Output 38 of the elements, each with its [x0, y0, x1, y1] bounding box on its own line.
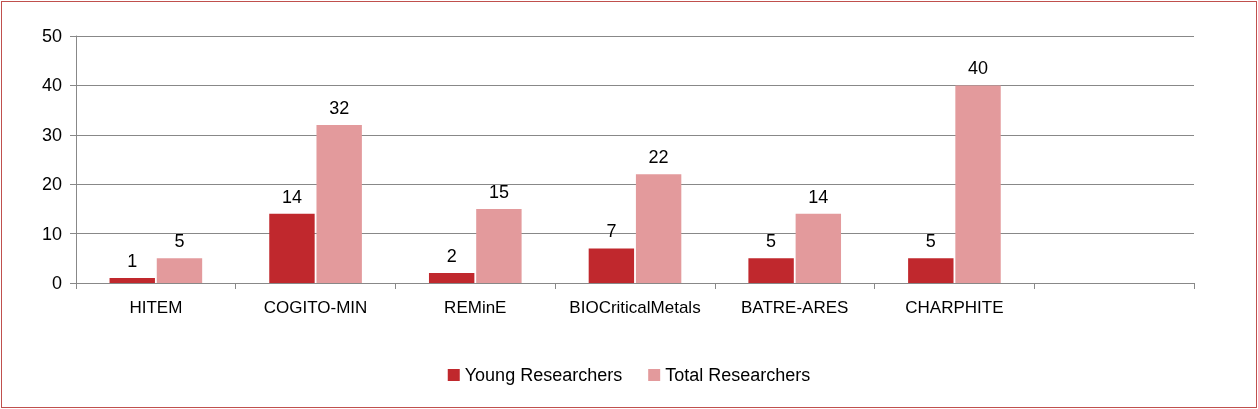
- x-tick-label: BATRE-ARES: [741, 298, 849, 317]
- data-label: 22: [648, 147, 669, 168]
- y-tick-label: 0: [51, 273, 62, 293]
- bar: [748, 258, 794, 283]
- data-label: 5: [925, 231, 936, 252]
- bar: [428, 273, 475, 283]
- y-tick-label: 30: [41, 124, 62, 145]
- bar: [269, 213, 315, 283]
- data-label: 5: [174, 231, 185, 252]
- y-tick-label: 50: [41, 26, 62, 46]
- data-label: 2: [446, 246, 457, 267]
- data-label: 14: [281, 186, 302, 207]
- bar: [588, 248, 635, 283]
- bar: [109, 278, 155, 283]
- y-tick-label: 40: [41, 75, 62, 96]
- bar: [955, 85, 1001, 283]
- legend-label: Young Researchers: [464, 365, 623, 385]
- data-label: 14: [808, 186, 829, 207]
- bar: [908, 258, 954, 283]
- x-tick-label: REMinE: [444, 298, 507, 317]
- data-label: 7: [606, 221, 617, 242]
- bar: [795, 213, 842, 283]
- data-label: 15: [488, 181, 509, 202]
- data-label: 1: [127, 251, 138, 272]
- x-tick-label: BIOCriticalMetals: [569, 298, 701, 317]
- y-tick-label: 20: [41, 174, 62, 195]
- x-tick-label: COGITO-MIN: [263, 298, 368, 317]
- data-label: 32: [329, 97, 350, 118]
- data-label: 5: [766, 231, 777, 252]
- y-tick-label: 10: [41, 223, 62, 244]
- bar: [156, 258, 203, 283]
- legend-label: Total Researchers: [665, 365, 811, 385]
- data-label: 40: [968, 58, 989, 79]
- x-tick-label: HITEM: [129, 298, 183, 317]
- x-tick-label: CHARPHITE: [905, 298, 1004, 317]
- bar: [476, 208, 522, 283]
- bar: [635, 174, 682, 283]
- bar: [316, 124, 362, 283]
